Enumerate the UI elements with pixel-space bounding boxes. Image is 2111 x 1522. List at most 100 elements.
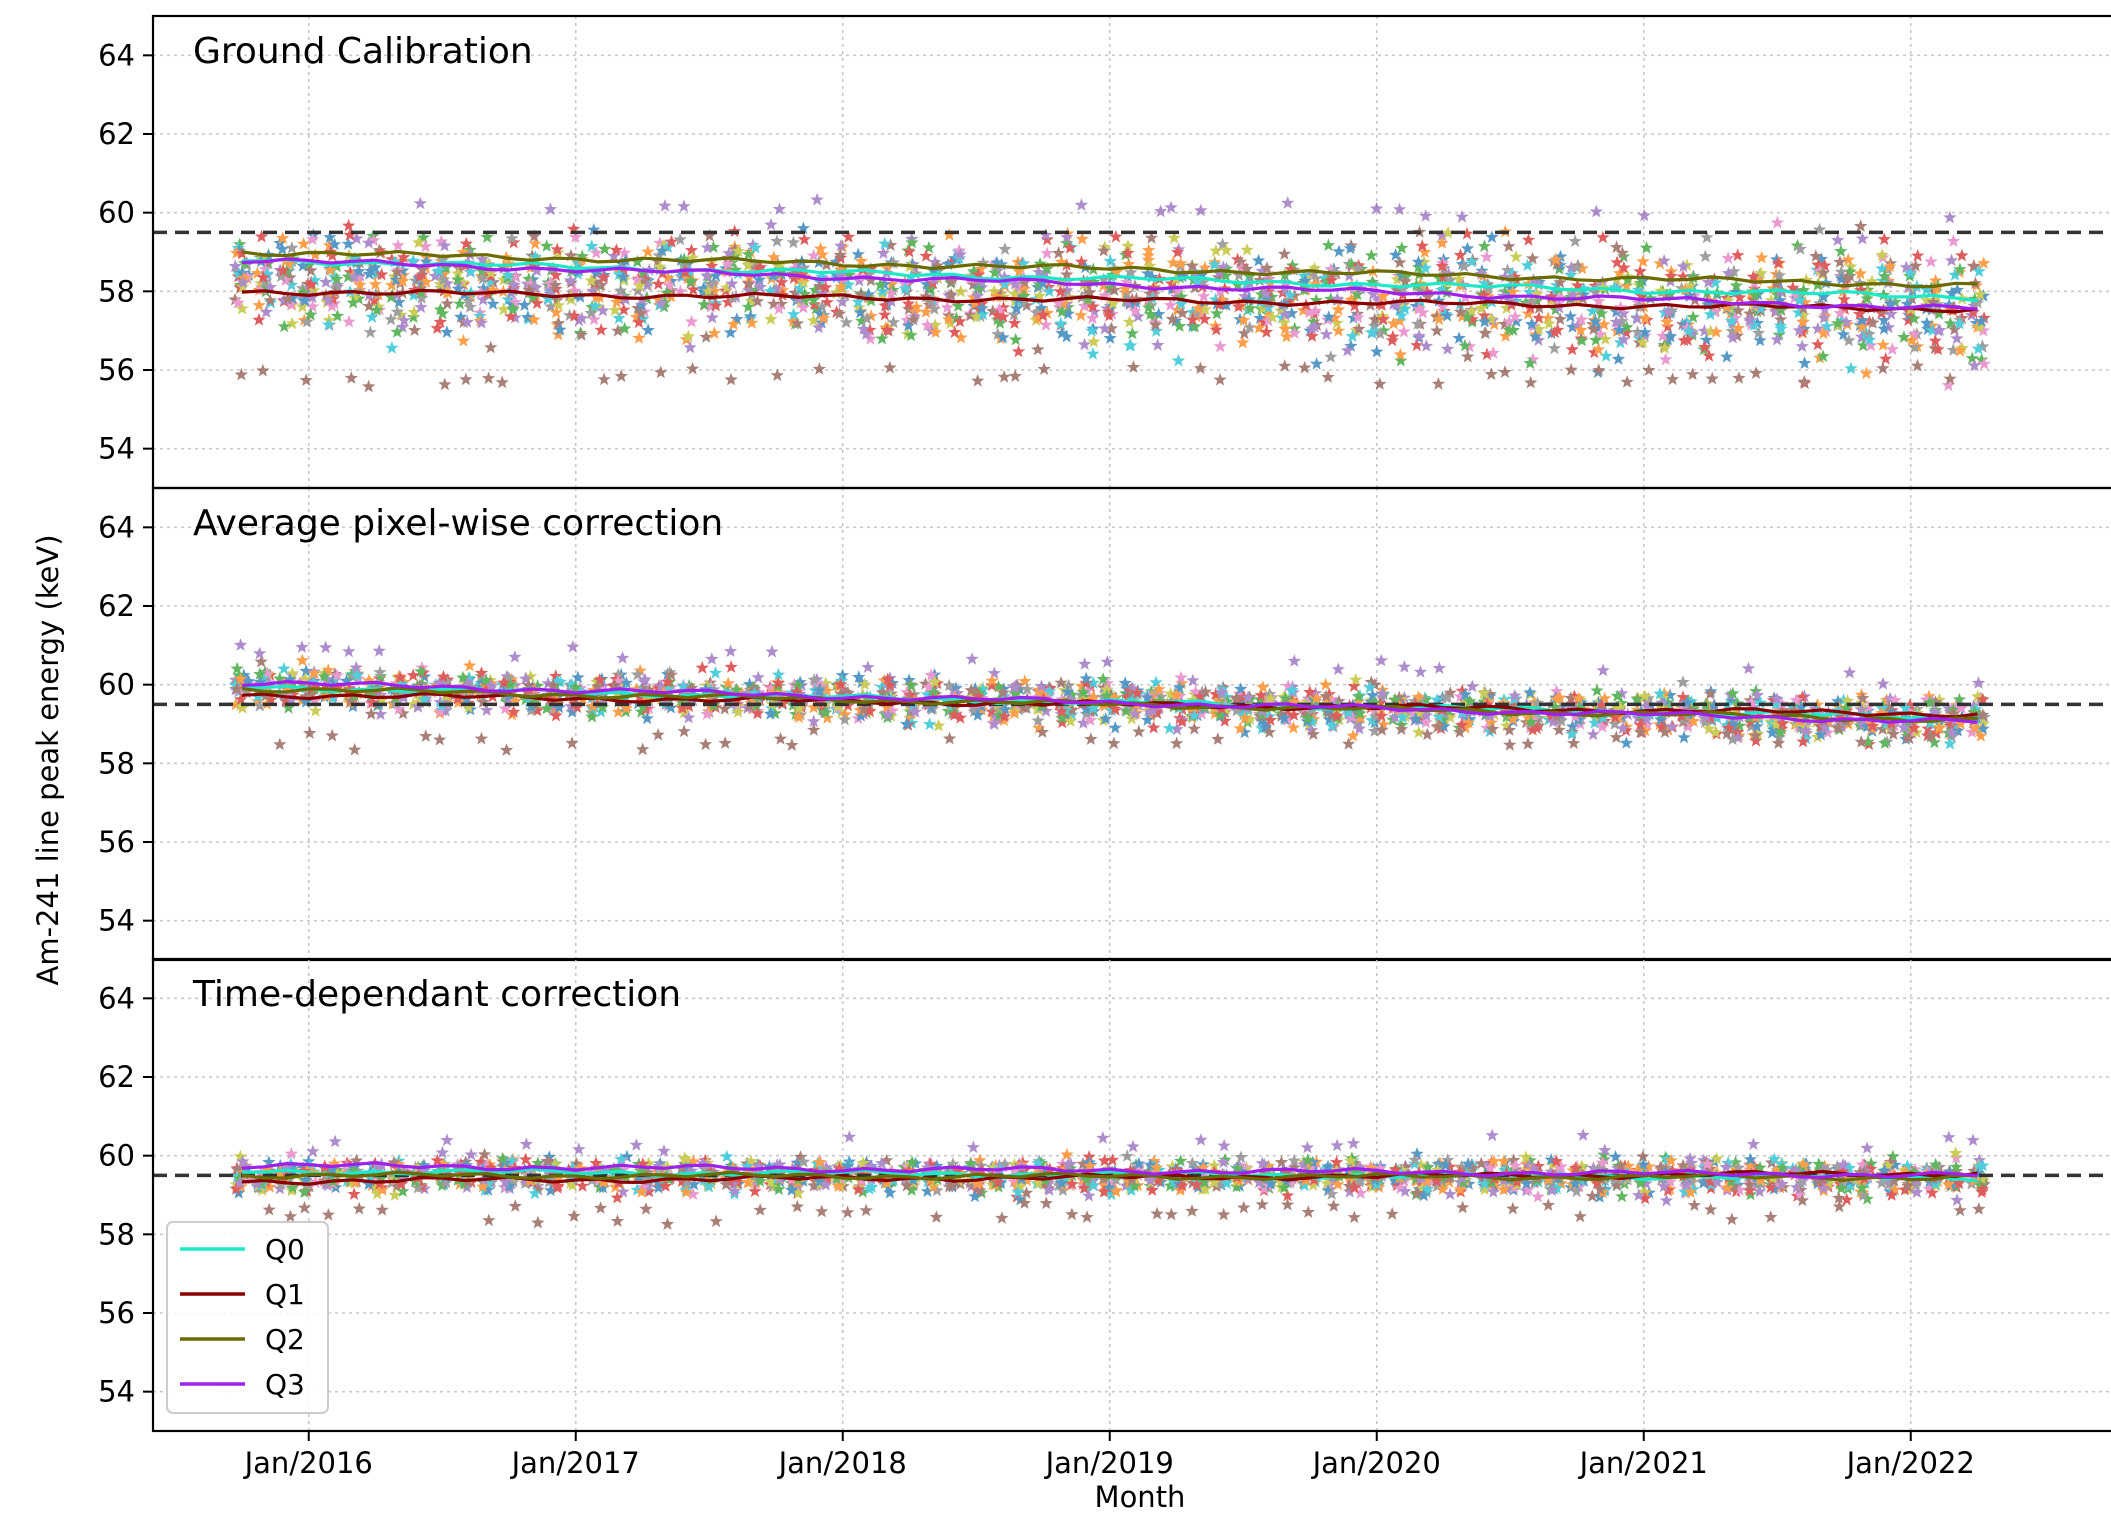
scatter-star — [819, 280, 833, 294]
scatter-star — [1330, 709, 1344, 722]
scatter-star — [505, 231, 519, 245]
scatter-star — [1324, 350, 1338, 363]
scatter-star — [1284, 262, 1298, 276]
scatter-star — [1076, 685, 1091, 699]
scatter-star — [1620, 320, 1634, 333]
scatter-star — [1484, 312, 1498, 325]
scatter-star — [1967, 705, 1982, 718]
scatter-star — [816, 1163, 830, 1176]
scatter-star — [259, 305, 273, 318]
scatter-star — [1610, 701, 1624, 714]
y-tick-label: 64 — [98, 38, 135, 72]
scatter-star — [352, 264, 366, 277]
scatter-star — [968, 297, 982, 310]
scatter-star — [1609, 305, 1623, 318]
scatter-star — [433, 315, 448, 328]
scatter-star — [1589, 204, 1603, 218]
scatter-star — [1191, 301, 1205, 315]
scatter-star — [1544, 290, 1558, 304]
scatter-star — [1833, 709, 1847, 722]
scatter-star — [1682, 324, 1696, 337]
scatter-star — [635, 1185, 649, 1198]
scatter-star — [954, 330, 968, 344]
scatter-star — [254, 276, 268, 290]
scatter-star — [1367, 319, 1382, 333]
scatter-star — [1124, 338, 1138, 352]
scatter-star — [530, 296, 544, 310]
scatter-star — [1922, 689, 1936, 703]
scatter-star — [1879, 352, 1893, 365]
scatter-star — [769, 282, 783, 296]
scatter-star — [807, 723, 821, 736]
scatter-star — [456, 334, 470, 347]
scatter-star — [440, 325, 454, 338]
scatter-star — [571, 670, 585, 684]
scatter-star — [1101, 305, 1115, 318]
scatter-star — [1166, 255, 1180, 269]
scatter-star — [1567, 689, 1581, 703]
scatter-star — [1263, 713, 1278, 726]
scatter-star — [1977, 357, 1991, 370]
scatter-star — [1086, 676, 1100, 689]
scatter-star — [1118, 282, 1132, 296]
scatter-star — [364, 688, 378, 702]
scatter-star — [474, 316, 489, 329]
scatter-star — [1707, 698, 1721, 712]
scatter-star — [474, 731, 489, 745]
scatter-star — [1686, 714, 1701, 728]
scatter-star — [1733, 719, 1747, 732]
scatter-star — [1008, 369, 1022, 382]
scatter-star — [237, 271, 251, 284]
scatter-star — [1681, 333, 1695, 346]
scatter-star — [1744, 715, 1758, 729]
scatter-star — [1211, 270, 1226, 284]
scatter-star — [1253, 273, 1267, 287]
scatter-star — [900, 685, 914, 699]
scatter-star — [1680, 315, 1694, 329]
scatter-star — [1254, 287, 1269, 301]
scatter-star — [1261, 284, 1276, 298]
scatter-star — [1720, 291, 1734, 304]
scatter-star — [394, 308, 408, 321]
scatter-star — [283, 1209, 298, 1223]
scatter-star — [1617, 332, 1631, 346]
scatter-star — [639, 1172, 654, 1186]
scatter-star — [1553, 290, 1567, 304]
scatter-star — [1721, 266, 1736, 280]
scatter-star — [362, 1177, 376, 1190]
scatter-star — [1796, 283, 1811, 297]
scatter-star — [1103, 331, 1117, 344]
scatter-star — [1565, 719, 1580, 733]
scatter-star — [571, 256, 585, 269]
scatter-star — [819, 1160, 833, 1174]
scatter-star — [327, 1156, 342, 1170]
scatter-star — [236, 1154, 250, 1168]
scatter-star — [553, 323, 567, 336]
scatter-star — [942, 312, 956, 326]
scatter-star — [1233, 721, 1247, 735]
scatter-star — [1396, 282, 1410, 296]
scatter-star — [1971, 689, 1985, 703]
scatter-star — [1532, 311, 1546, 324]
scatter-star — [1274, 709, 1288, 722]
scatter-star — [949, 311, 964, 325]
scatter-star — [675, 1174, 689, 1188]
scatter-star — [608, 303, 622, 316]
scatter-star — [1943, 210, 1957, 224]
scatter-star — [365, 310, 379, 323]
scatter-star — [1596, 663, 1610, 677]
scatter-star — [262, 1202, 276, 1216]
scatter-star — [1955, 248, 1969, 262]
scatter-star — [1792, 323, 1806, 337]
scatter-star — [1411, 317, 1425, 330]
scatter-star — [1153, 694, 1167, 707]
scatter-star — [923, 295, 938, 308]
scatter-star — [834, 686, 848, 700]
scatter-star — [1149, 324, 1163, 337]
scatter-star — [945, 701, 959, 715]
scatter-star — [1431, 719, 1445, 733]
scatter-star — [1564, 260, 1578, 274]
scatter-star — [886, 315, 901, 329]
scatter-star — [1585, 304, 1600, 317]
scatter-star — [1147, 720, 1161, 734]
